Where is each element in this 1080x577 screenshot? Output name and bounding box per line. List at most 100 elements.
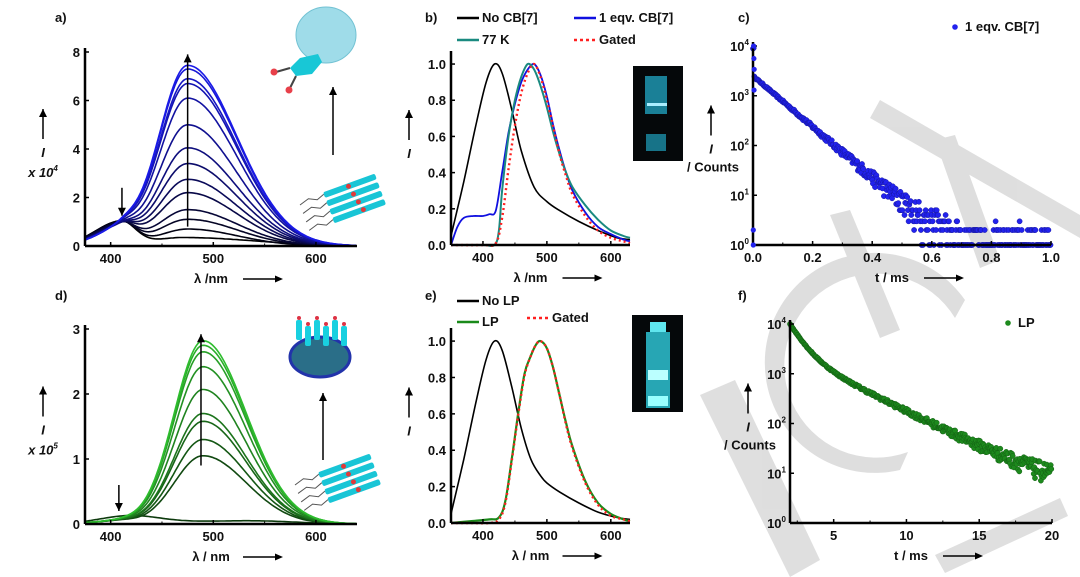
carboxyl-atom (355, 487, 361, 493)
series-gated (450, 62, 631, 247)
y-tick-label: 0 (73, 517, 80, 532)
y-axis-unit: / Counts (724, 438, 776, 453)
x-tick-label: 500 (202, 529, 224, 544)
y-tick-label: 0.6 (428, 129, 446, 144)
y-tick-label: 0.4 (428, 166, 447, 181)
panel-e: e) 400 500 600 0.0 0.2 0.4 0.6 0.8 1.0 λ / nm I No L… (405, 288, 683, 563)
panel-label: c) (738, 10, 750, 25)
data-point (854, 158, 861, 164)
series-no-cb-7- (450, 62, 631, 241)
watermark-v-stroke (700, 380, 820, 577)
series-line-8 (84, 123, 356, 247)
y-tick-label: 103 (730, 88, 749, 104)
oxygen-atom (285, 86, 293, 94)
y-tick-label: 1.0 (428, 57, 446, 72)
chromophore-bar (329, 191, 383, 215)
x-axis-label: λ / nm (512, 548, 550, 563)
surface-chromophore (314, 320, 320, 340)
gel-particle-inset (288, 316, 352, 379)
data-point (901, 212, 908, 218)
data-point (751, 55, 757, 62)
panel-c: c) 0.0 0.2 0.4 0.6 0.8 1.0 100 101 102 103 104 t / m… (687, 10, 1060, 285)
x-axis-label: λ / nm (192, 549, 230, 564)
x-tick-label: 400 (100, 529, 122, 544)
legend-marker (1005, 320, 1011, 326)
watermark-lower-stroke (935, 498, 1068, 573)
legend: LP (1005, 315, 1035, 330)
alkyl-chain (297, 482, 323, 494)
legend-label: 1 eqv. CB[7] (965, 19, 1039, 34)
y-tick-label: 8 (73, 45, 80, 60)
legend-label: 77 K (482, 32, 510, 47)
data-point (915, 212, 922, 218)
x-tick-label: 0.0 (744, 250, 762, 265)
y-tick-label: 2 (73, 191, 80, 206)
x-tick-label: 500 (202, 251, 224, 266)
y-axis-scale: x 104 (27, 164, 58, 180)
y-axis-label: I (746, 420, 750, 435)
x-tick-label: 600 (305, 251, 327, 266)
y-tick-label: 0.2 (428, 480, 446, 495)
decrease-arrow-head (114, 503, 123, 511)
series-77-k (451, 62, 631, 248)
vch-watermark (700, 100, 1080, 577)
data-point (872, 184, 878, 190)
legend-label: LP (482, 314, 499, 329)
series-no-lp (450, 339, 631, 521)
panel-a: a) 400 500 600 0 2 4 6 8 λ /nm Ix 104 (27, 6, 386, 286)
series-line-1 (84, 454, 356, 525)
y-tick-label: 4 (73, 142, 81, 157)
legend-label: 1 eqv. CB[7] (599, 10, 673, 25)
y-axis-label: I (41, 145, 45, 160)
carboxyl-atom (346, 183, 352, 189)
data-point (916, 198, 922, 205)
data-point (1016, 468, 1023, 475)
scatter-points (750, 45, 1054, 248)
data-point (911, 227, 917, 233)
y-tick-label: 102 (730, 138, 749, 154)
data-point (922, 207, 929, 214)
legend-77k: 77 K (457, 32, 510, 47)
y-axis-unit: / Counts (687, 160, 739, 175)
y-tick-label: 1.0 (428, 334, 446, 349)
data-point (751, 66, 757, 72)
data-point (997, 445, 1004, 452)
y-tick-label: 0 (73, 239, 80, 254)
y-tick-label: 101 (767, 465, 786, 481)
data-point (904, 194, 911, 200)
cuvette-photo-inset (633, 66, 683, 161)
carboxyl-atom (355, 199, 361, 205)
x-axis-arrow-head (956, 274, 964, 282)
legend-label: No LP (482, 293, 520, 308)
y-tick-label: 3 (73, 322, 80, 337)
bond (275, 67, 291, 73)
chromophore-bar (332, 199, 386, 223)
vial-glow (648, 396, 668, 406)
y-tick-label: 0.0 (428, 516, 446, 531)
x-tick-label: 20 (1045, 528, 1059, 543)
carboxyl-atom (324, 322, 328, 326)
series-line-2 (84, 438, 356, 525)
carboxyl-atom (333, 316, 337, 320)
x-tick-label: 600 (600, 250, 622, 265)
decrease-arrow-head (117, 207, 126, 216)
aggregate-stack-inset (294, 454, 381, 511)
x-axis-label: t / ms (875, 270, 909, 285)
x-tick-label: 400 (100, 251, 122, 266)
legend-label: No CB[7] (482, 10, 538, 25)
y-tick-label: 1 (73, 452, 80, 467)
panel-d: d) 400 500 600 0 1 2 3 λ / nm Ix 105 (27, 288, 381, 564)
data-point (933, 227, 939, 233)
carboxyl-atom (350, 479, 356, 485)
data-point (954, 218, 961, 225)
carboxyl-atom (345, 471, 351, 477)
data-point (1045, 227, 1052, 233)
increase-arrow-head (196, 334, 205, 343)
cuvette-upper (645, 76, 667, 114)
x-tick-label: 0.6 (923, 250, 941, 265)
oxygen-atom (270, 68, 278, 76)
data-point (981, 227, 988, 233)
cuvette-highlight (647, 103, 667, 106)
legend-gated: Gated (574, 32, 636, 47)
